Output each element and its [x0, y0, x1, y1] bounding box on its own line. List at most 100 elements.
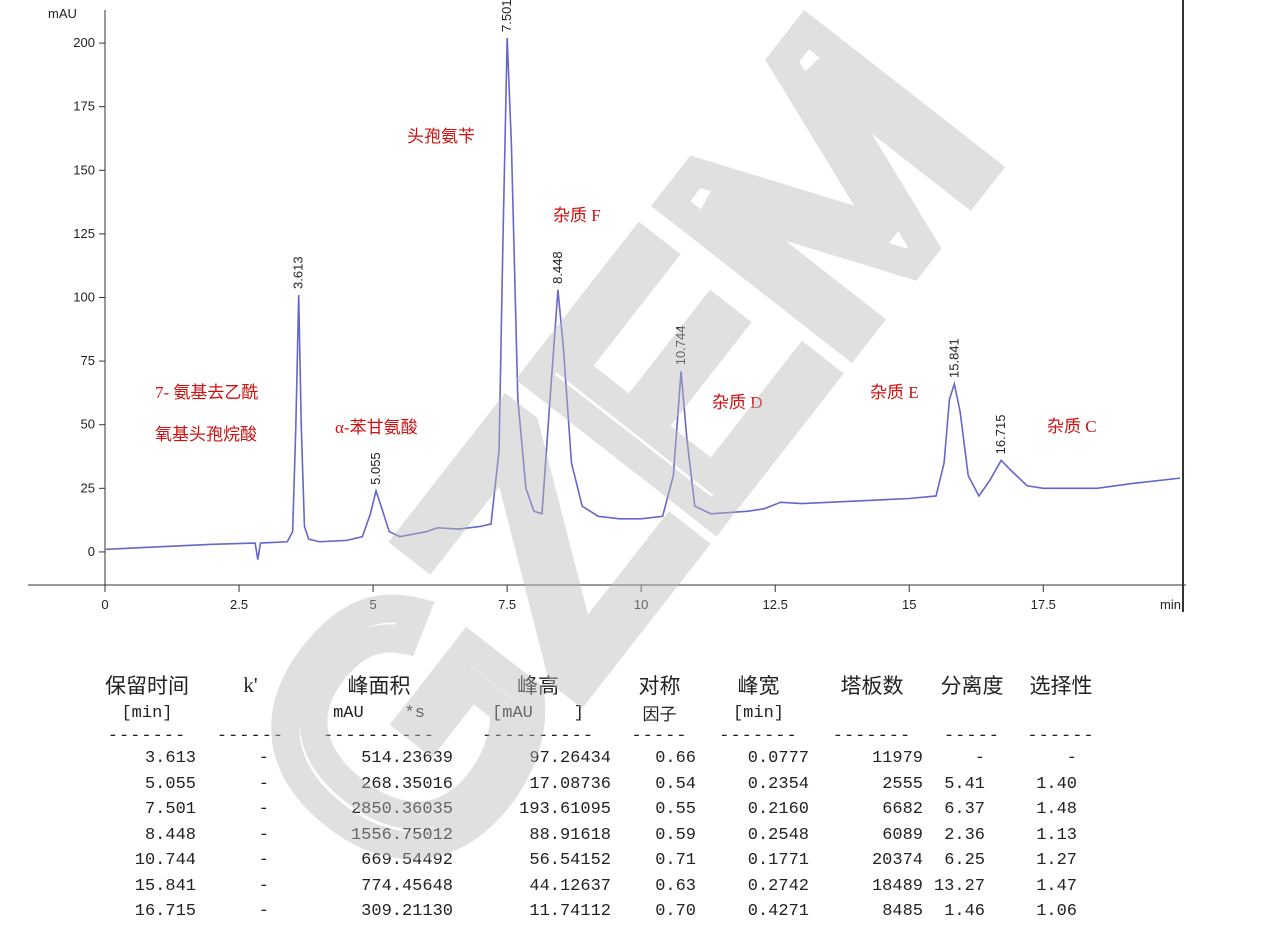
- cell: 6.37: [944, 800, 985, 820]
- annotation: α-苯甘氨酸: [335, 418, 418, 437]
- y-tick-label: 75: [81, 353, 95, 368]
- data-row: 10.744 - 669.54492 56.54152 0.71 0.1771 20374 6…: [92, 848, 1107, 874]
- data-row: 5.055 - 268.35016 17.08736 0.54 0.2354 2555 5.4…: [92, 772, 1107, 798]
- annotation: 杂质 C: [1047, 417, 1097, 436]
- cell: 18489: [871, 876, 923, 896]
- cell: 1.48: [1036, 800, 1077, 820]
- peak-label: 8.448: [550, 251, 565, 284]
- column-header: 对称: [638, 674, 681, 698]
- y-tick-label: 175: [73, 99, 95, 114]
- cell: 6682: [882, 800, 923, 820]
- cell: 1.47: [1036, 876, 1077, 896]
- annotation: 7- 氨基去乙酰: [155, 383, 258, 402]
- y-tick-label: 100: [73, 290, 95, 305]
- chart: mAU min 7- 氨基去乙酰 氧基头孢烷酸 α-苯甘氨酸 头孢氨苄 杂质 F…: [28, 0, 1186, 612]
- separator: ------: [216, 726, 285, 746]
- cell: -: [258, 800, 269, 820]
- cell: 0.59: [655, 825, 696, 845]
- column-unit: [202, 700, 299, 726]
- header-row: 保留时间 k' 峰面积 峰高 对称 峰宽 塔板数 分离度 选择性: [92, 670, 1107, 700]
- x-tick-label: 0: [101, 597, 108, 612]
- x-tick-label: 10: [634, 597, 648, 612]
- cell: 1556.75012: [350, 825, 453, 845]
- data-row: 7.501 - 2850.36035 193.61095 0.55 0.2160 6682 6…: [92, 797, 1107, 823]
- cell: 1.13: [1036, 825, 1077, 845]
- y-axis-label: mAU: [48, 6, 77, 21]
- cell: 669.54492: [361, 851, 453, 871]
- cell: -: [258, 774, 269, 794]
- x-tick-label: 7.5: [498, 597, 516, 612]
- cell: 0.70: [655, 902, 696, 922]
- column-header: 选择性: [1029, 674, 1093, 698]
- cell: 0.2548: [747, 825, 809, 845]
- cell: 514.23639: [361, 749, 453, 769]
- cell: 10.744: [134, 851, 196, 871]
- cell: 2555: [882, 774, 923, 794]
- cell: 0.54: [655, 774, 696, 794]
- column-header: 保留时间: [105, 674, 189, 698]
- separator: -------: [107, 726, 187, 746]
- cell: -: [1066, 749, 1077, 769]
- y-tick-label: 0: [88, 544, 95, 559]
- cell: 44.12637: [529, 876, 611, 896]
- cell: 0.0777: [747, 749, 809, 769]
- cell: 5.41: [944, 774, 985, 794]
- cell: 6089: [882, 825, 923, 845]
- x-tick-label: 2.5: [230, 597, 248, 612]
- cell: 15.841: [134, 876, 196, 896]
- cell: -: [258, 851, 269, 871]
- annotation: 杂质 F: [553, 206, 601, 225]
- cell: 16.715: [134, 902, 196, 922]
- cell: 17.08736: [529, 774, 611, 794]
- separator: ----------: [481, 726, 595, 746]
- peak-label: 10.744: [673, 326, 688, 366]
- cell: 8485: [882, 902, 923, 922]
- cell: 2850.36035: [350, 800, 453, 820]
- x-tick-label: 17.5: [1031, 597, 1056, 612]
- column-unit: [mAU ]: [492, 703, 584, 723]
- separator: -------: [832, 726, 912, 746]
- unit-row: [min] mAU *s [mAU ] 因子 [min]: [92, 700, 1107, 727]
- cell: 0.1771: [747, 851, 809, 871]
- annotation: 头孢氨苄: [407, 127, 475, 146]
- cell: 6.25: [944, 851, 985, 871]
- separator: ------: [1027, 726, 1095, 746]
- column-unit: [929, 700, 1015, 726]
- column-header: k': [243, 672, 258, 697]
- cell: 56.54152: [529, 851, 611, 871]
- cell: 774.45648: [361, 876, 453, 896]
- cell: 88.91618: [529, 825, 611, 845]
- column-header: 峰面积: [347, 674, 411, 698]
- cell: -: [258, 825, 269, 845]
- cell: 193.61095: [519, 800, 611, 820]
- y-tick-label: 25: [81, 480, 95, 495]
- column-unit: [min]: [732, 703, 784, 723]
- cell: 20374: [871, 851, 923, 871]
- cell: 3.613: [144, 749, 196, 769]
- column-header: 峰高: [517, 674, 559, 698]
- x-tick-label: 5: [369, 597, 376, 612]
- peak-label: 3.613: [291, 256, 306, 289]
- cell: 1.40: [1036, 774, 1077, 794]
- cell: -: [974, 749, 985, 769]
- cell: -: [258, 902, 269, 922]
- cell: 309.21130: [361, 902, 453, 922]
- cell: 268.35016: [361, 774, 453, 794]
- data-row: 8.448 - 1556.75012 88.91618 0.59 0.2548 6089 2.…: [92, 823, 1107, 849]
- x-tick-label: 12.5: [763, 597, 788, 612]
- data-row: 3.613 - 514.23639 97.26434 0.66 0.0777 11979 - -: [92, 746, 1107, 772]
- annotation: 杂质 D: [712, 393, 763, 412]
- separator-row: ------- ------ ---------- ---------- ----- --…: [92, 726, 1107, 746]
- cell: 5.055: [144, 774, 196, 794]
- separator: -----: [943, 726, 1000, 746]
- cell: 11.74112: [529, 902, 611, 922]
- cell: -: [258, 876, 269, 896]
- column-header: 塔板数: [840, 674, 904, 698]
- cell: 8.448: [144, 825, 196, 845]
- x-axis-label: min: [1160, 597, 1181, 612]
- cell: 0.55: [655, 800, 696, 820]
- cell: 0.4271: [747, 902, 809, 922]
- y-tick-label: 125: [73, 226, 95, 241]
- y-tick-label: 150: [73, 162, 95, 177]
- data-row: 16.715 - 309.21130 11.74112 0.70 0.4271 8485 1.…: [92, 899, 1107, 925]
